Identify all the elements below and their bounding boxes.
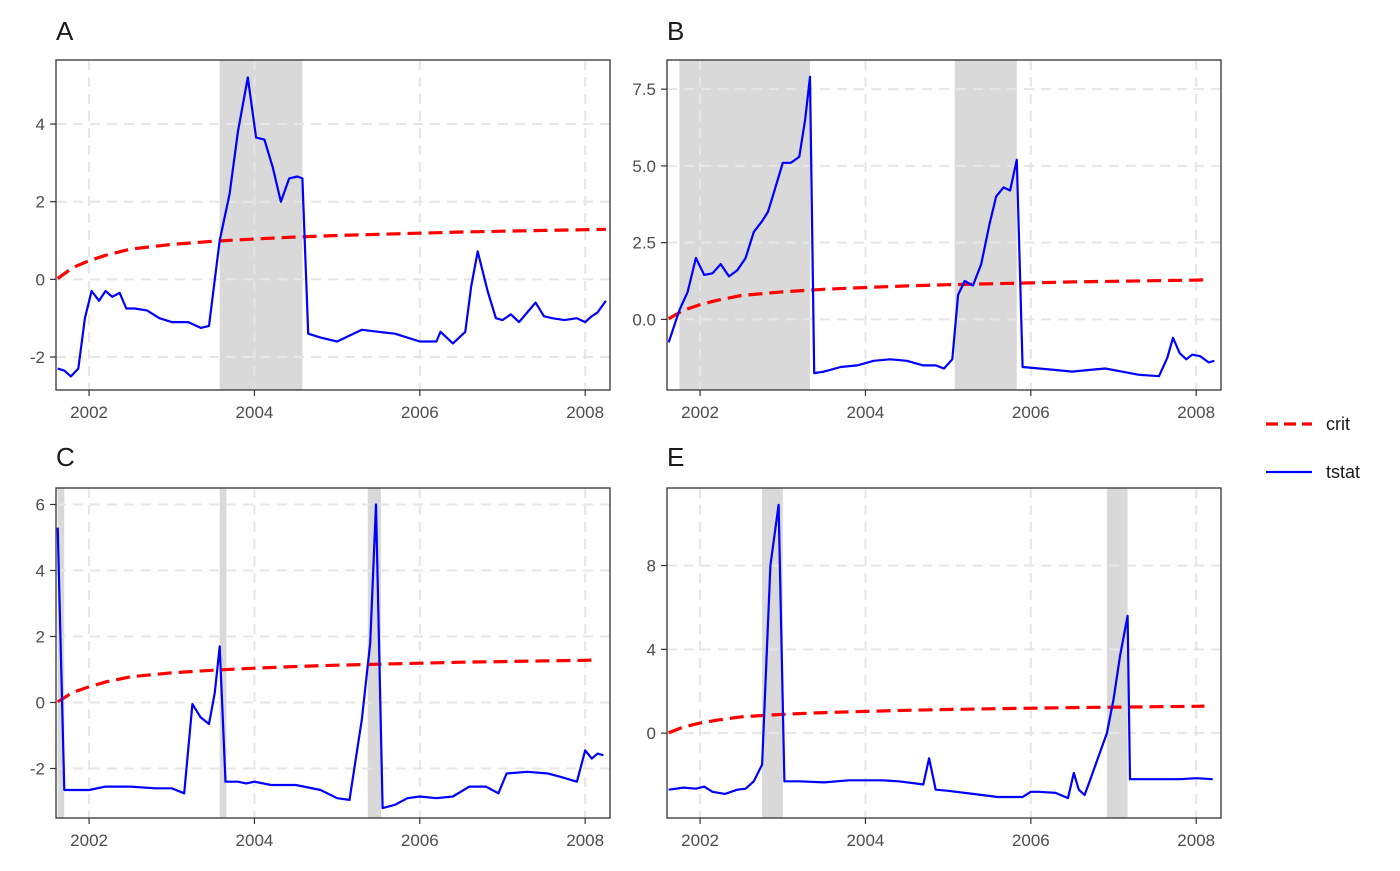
- x-tick-label: 2002: [70, 403, 108, 422]
- chart-panel-e: E 2002 2004 2006 2008 0 4 8: [647, 442, 1222, 850]
- panel-letter: E: [667, 442, 684, 472]
- x-tick-label: 2004: [236, 831, 274, 850]
- series-line-tstat: [667, 75, 1215, 378]
- x-tick-label: 2006: [1012, 831, 1050, 850]
- x-tick-label: 2006: [1012, 403, 1050, 422]
- shaded-region: [219, 488, 227, 818]
- y-tick-label: -2: [30, 348, 45, 367]
- shaded-region: [679, 60, 811, 390]
- series-line-crit: [56, 227, 606, 280]
- x-tick-label: 2002: [681, 403, 719, 422]
- shaded-region: [954, 60, 1017, 390]
- y-tick-label: 5.0: [632, 157, 656, 176]
- panel-letter: C: [56, 442, 75, 472]
- x-tick-label: 2008: [1177, 403, 1215, 422]
- y-tick-label: 4: [36, 562, 45, 581]
- series-line-tstat: [56, 503, 604, 810]
- panel-border: [666, 487, 1222, 819]
- chart-panel-b: B 2002 2004 2006 2008 0.0 2.5 5.0 7.5: [632, 16, 1222, 422]
- y-tick-label: 2.5: [632, 234, 656, 253]
- y-tick-label: 4: [647, 640, 656, 659]
- y-tick-label: 7.5: [632, 80, 656, 99]
- x-tick-label: 2004: [236, 403, 274, 422]
- x-tick-label: 2008: [1177, 831, 1215, 850]
- series-line-crit: [56, 658, 596, 704]
- panel-border: [55, 487, 611, 819]
- x-tick-label: 2008: [566, 403, 604, 422]
- chart-panel-c: C 2002 2004 2006 2008 -2 0 2 4 6: [30, 442, 611, 850]
- x-tick-label: 2008: [566, 831, 604, 850]
- panel-letter: A: [56, 16, 74, 46]
- y-tick-label: -2: [30, 760, 45, 779]
- series-line-crit: [667, 278, 1205, 321]
- legend-label: crit: [1326, 414, 1350, 434]
- panel-letter: B: [667, 16, 684, 46]
- panel-border: [55, 59, 611, 391]
- y-tick-label: 2: [36, 628, 45, 647]
- legend-label: tstat: [1326, 462, 1360, 482]
- y-tick-label: 0.0: [632, 310, 656, 329]
- y-tick-label: 0: [647, 724, 656, 743]
- legend: crit tstat: [1266, 414, 1360, 482]
- x-tick-label: 2004: [847, 403, 885, 422]
- shaded-region: [219, 60, 303, 390]
- x-tick-label: 2002: [70, 831, 108, 850]
- y-tick-label: 4: [36, 115, 45, 134]
- panel-border: [666, 59, 1222, 391]
- shaded-region: [762, 488, 783, 818]
- chart-panel-a: A 2002 2004 2006 2008 -2 0 2 4: [30, 16, 611, 422]
- x-tick-label: 2004: [847, 831, 885, 850]
- series-line-crit: [668, 704, 1205, 735]
- y-tick-label: 6: [36, 496, 45, 515]
- x-tick-label: 2006: [401, 403, 439, 422]
- x-tick-label: 2002: [681, 831, 719, 850]
- y-tick-label: 2: [36, 193, 45, 212]
- y-tick-label: 0: [36, 270, 45, 289]
- series-line-tstat: [668, 503, 1213, 800]
- y-tick-label: 0: [36, 694, 45, 713]
- x-tick-label: 2006: [401, 831, 439, 850]
- shaded-region: [1106, 488, 1128, 818]
- y-tick-label: 8: [647, 557, 656, 576]
- series-line-tstat: [57, 76, 607, 378]
